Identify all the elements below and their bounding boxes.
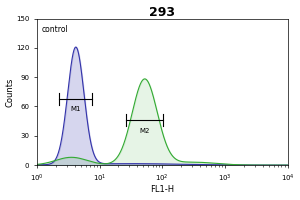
Text: M1: M1 <box>70 106 81 112</box>
Title: 293: 293 <box>149 6 175 19</box>
X-axis label: FL1-H: FL1-H <box>150 185 174 194</box>
Y-axis label: Counts: Counts <box>6 77 15 107</box>
Text: M2: M2 <box>140 128 150 134</box>
Text: control: control <box>42 25 69 34</box>
